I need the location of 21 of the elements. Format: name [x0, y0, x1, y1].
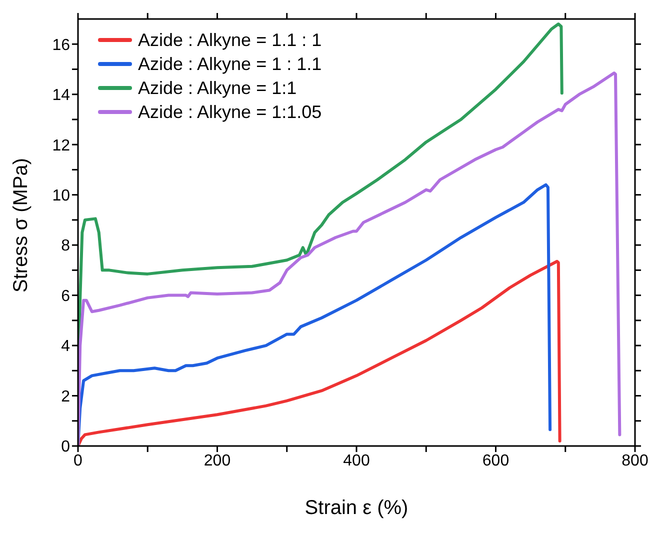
y-axis-title: Stress σ (MPa): [10, 158, 32, 292]
x-tick-label: 600: [482, 452, 510, 470]
y-tick-label: 2: [61, 388, 70, 406]
y-tick-label: 10: [52, 188, 70, 205]
y-tick-label: 4: [61, 338, 70, 356]
legend-label: Azide : Alkyne = 1 : 1.1: [138, 54, 322, 74]
y-tick-label: 8: [61, 238, 70, 255]
line-series: [78, 260, 562, 446]
y-tick-label: 16: [52, 36, 70, 54]
y-tick-label: 6: [61, 288, 70, 305]
x-tick-label: 800: [622, 452, 648, 470]
legend-label: Azide : Alkyne = 1:1: [138, 78, 297, 98]
y-tick-label: 14: [52, 87, 70, 104]
legend-label: Azide : Alkyne = 1.1 : 1: [138, 30, 322, 50]
y-tick-label: 12: [52, 137, 70, 154]
x-axis-title: Strain ε (%): [304, 497, 408, 519]
x-tick-label: 0: [74, 452, 83, 470]
legend-label: Azide : Alkyne = 1:1.05: [138, 102, 322, 122]
y-tick-label: 0: [61, 438, 70, 456]
x-tick-label: 400: [343, 452, 370, 470]
x-tick-label: 200: [204, 452, 231, 470]
